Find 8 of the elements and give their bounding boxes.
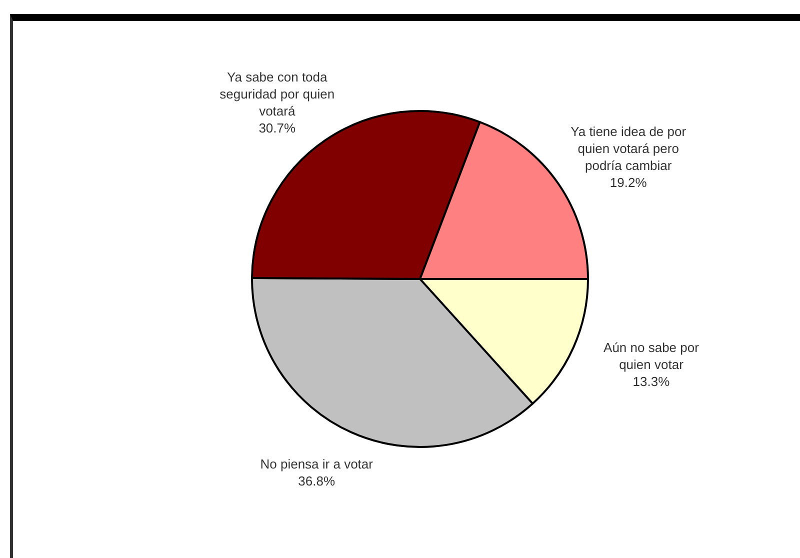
data-label: 13.3%	[632, 374, 670, 390]
data-label: 30.7%	[258, 120, 296, 136]
data-label: 19.2%	[610, 175, 648, 190]
slice-label: No piensa ir a votar	[260, 456, 374, 472]
data-label: 36.8%	[298, 473, 336, 488]
slice-label: Ya sabe con toda seguridad por quien votará	[220, 69, 335, 118]
slice-label: Ya tiene idea de por quien votará pero podría cambiar	[570, 124, 687, 174]
slice-label: Aún no sabe por quien votar	[604, 340, 700, 372]
